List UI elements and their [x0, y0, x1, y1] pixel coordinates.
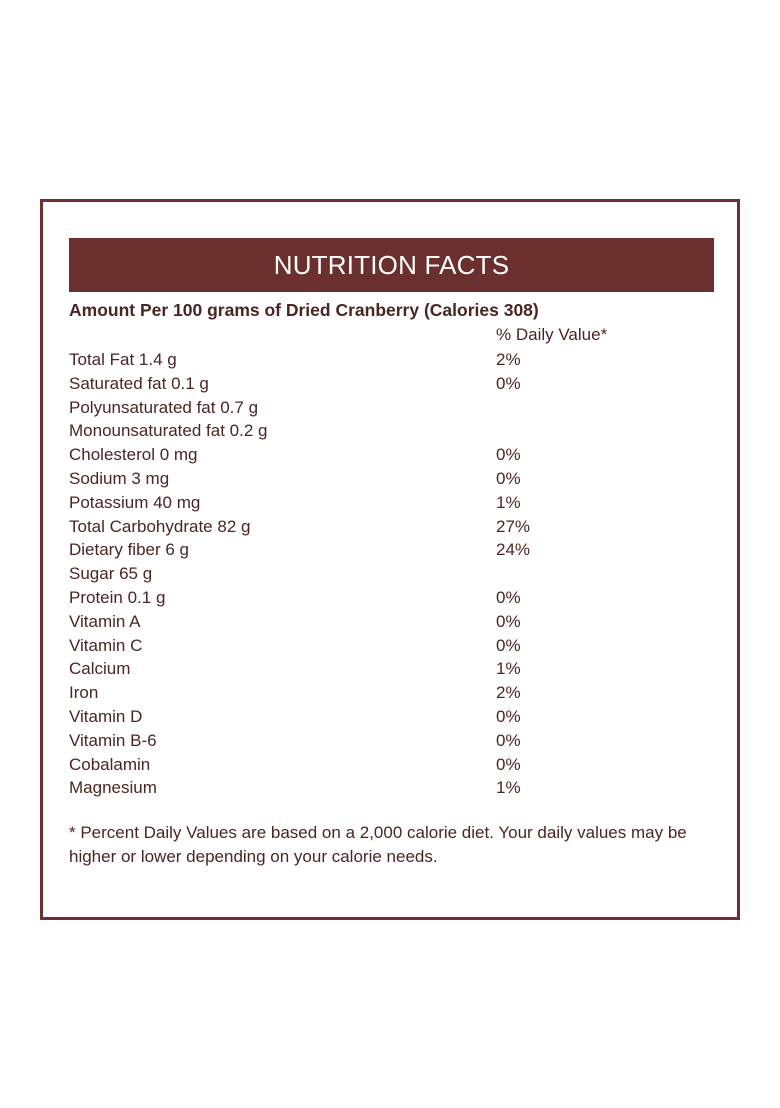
- nutrient-label: Iron: [69, 683, 99, 703]
- nutrient-label: Protein 0.1 g: [69, 587, 166, 607]
- nutrition-facts-title: NUTRITION FACTS: [69, 238, 714, 292]
- nutrient-row: Iron 2%: [69, 681, 669, 705]
- daily-value: 2%: [496, 683, 521, 703]
- nutrient-row: Vitamin C 0%: [69, 634, 669, 658]
- daily-value: 2%: [496, 350, 521, 369]
- nutrient-row: Saturated fat 0.1 g 0%: [69, 372, 669, 396]
- nutrient-list: Total Fat 1.4 g 2% Saturated fat 0.1 g 0% …: [69, 348, 669, 800]
- nutrient-label: Calcium: [69, 659, 131, 679]
- daily-value: 0%: [496, 373, 521, 393]
- nutrient-label: Cobalamin: [69, 754, 151, 774]
- nutrient-row: Monounsaturated fat 0.2 g: [69, 419, 669, 443]
- daily-value: 0%: [496, 635, 521, 655]
- daily-value: 0%: [496, 706, 521, 726]
- nutrient-row: Dietary fiber 6 g 24%: [69, 538, 669, 562]
- nutrient-row: Calcium 1%: [69, 657, 669, 681]
- nutrient-row: Polyunsaturated fat 0.7 g: [69, 396, 669, 420]
- nutrition-facts-panel: NUTRITION FACTS Amount Per 100 grams of …: [40, 199, 740, 920]
- nutrient-row: Cholesterol 0 mg 0%: [69, 443, 669, 467]
- daily-value: 24%: [496, 540, 531, 560]
- nutrient-label: Sugar 65 g: [69, 564, 153, 584]
- nutrient-label: Vitamin B-6: [69, 730, 157, 750]
- nutrient-row: Magnesium 1%: [69, 776, 669, 800]
- daily-value: 0%: [496, 587, 521, 607]
- serving-amount-line: Amount Per 100 grams of Dried Cranberry …: [69, 300, 539, 320]
- daily-value: 1%: [496, 778, 521, 798]
- daily-value-header: % Daily Value*: [496, 325, 608, 344]
- daily-value-footnote: * Percent Daily Values are based on a 2,…: [69, 823, 687, 866]
- nutrient-row: Cobalamin 0%: [69, 753, 669, 777]
- daily-value: 27%: [496, 516, 531, 536]
- nutrient-row: Protein 0.1 g 0%: [69, 586, 669, 610]
- nutrient-row: Sugar 65 g: [69, 562, 669, 586]
- nutrient-row: Vitamin A 0%: [69, 610, 669, 634]
- nutrient-label: Magnesium: [69, 778, 157, 798]
- nutrient-label: Cholesterol 0 mg: [69, 445, 198, 465]
- nutrient-row: Vitamin B-6 0%: [69, 729, 669, 753]
- daily-value: 1%: [496, 492, 521, 512]
- daily-value: 0%: [496, 730, 521, 750]
- nutrient-row: Total Carbohydrate 82 g 27%: [69, 515, 669, 539]
- nutrient-label: Total Fat 1.4 g: [69, 350, 177, 369]
- daily-value: 0%: [496, 754, 521, 774]
- nutrient-row: Potassium 40 mg 1%: [69, 491, 669, 515]
- nutrient-label: Vitamin A: [69, 611, 141, 631]
- nutrient-row: Vitamin D 0%: [69, 705, 669, 729]
- nutrient-label: Vitamin C: [69, 635, 143, 655]
- daily-value: 0%: [496, 468, 521, 488]
- daily-value: 1%: [496, 659, 521, 679]
- nutrient-label: Total Carbohydrate 82 g: [69, 516, 251, 536]
- nutrient-label: Vitamin D: [69, 706, 143, 726]
- nutrient-label: Sodium 3 mg: [69, 468, 170, 488]
- nutrient-row: Total Fat 1.4 g 2%: [69, 348, 669, 372]
- nutrient-row: Sodium 3 mg 0%: [69, 467, 669, 491]
- nutrient-label: Monounsaturated fat 0.2 g: [69, 421, 268, 441]
- daily-value: 0%: [496, 611, 521, 631]
- nutrient-label: Potassium 40 mg: [69, 492, 201, 512]
- nutrient-label: Polyunsaturated fat 0.7 g: [69, 397, 259, 417]
- nutrient-label: Saturated fat 0.1 g: [69, 373, 209, 393]
- nutrient-label: Dietary fiber 6 g: [69, 540, 189, 560]
- daily-value: 0%: [496, 445, 521, 465]
